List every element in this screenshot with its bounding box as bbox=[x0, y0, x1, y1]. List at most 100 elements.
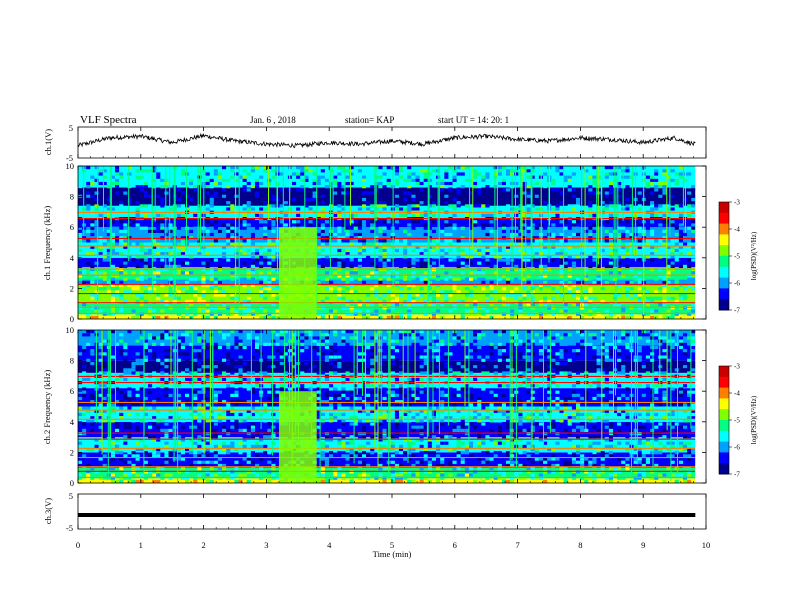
spectrogram-cell bbox=[456, 290, 461, 294]
spectrogram-cell bbox=[172, 470, 177, 474]
spectrogram-cell bbox=[119, 412, 124, 417]
spectrogram-cell bbox=[205, 387, 210, 391]
spectrogram-cell bbox=[469, 245, 474, 249]
spectrogram-cell bbox=[127, 444, 132, 448]
spectrogram-cell bbox=[576, 223, 581, 227]
spectrogram-cell bbox=[176, 303, 181, 307]
spectrogram-cell bbox=[267, 255, 272, 259]
spectrogram-cell bbox=[271, 422, 276, 426]
spectrogram-cell bbox=[645, 312, 650, 316]
spectrogram-cell bbox=[329, 191, 334, 195]
spectrogram-cell bbox=[263, 435, 268, 439]
spectrogram-cell bbox=[510, 293, 515, 297]
spectrogram-cell bbox=[197, 220, 202, 224]
spectrogram-cell bbox=[324, 441, 329, 445]
spectrogram-cell bbox=[234, 342, 239, 346]
spectrogram-cell bbox=[78, 232, 83, 237]
spectrogram-cell bbox=[131, 197, 136, 202]
spectrogram-cell bbox=[341, 419, 346, 423]
spectrogram-line bbox=[78, 254, 696, 256]
spectrogram-cell bbox=[139, 400, 144, 404]
spectrogram-cell bbox=[370, 349, 375, 353]
spectrogram-cell bbox=[691, 277, 696, 281]
spectrogram-cell bbox=[357, 220, 362, 224]
spectrogram-cell bbox=[119, 280, 124, 284]
spectrogram-cell bbox=[571, 261, 576, 265]
spectrogram-cell bbox=[362, 274, 367, 278]
spectrogram-cell bbox=[213, 393, 218, 397]
spectrogram-cell bbox=[423, 248, 428, 253]
spectrogram-cell bbox=[246, 223, 251, 227]
spectrogram-cell bbox=[172, 371, 177, 375]
spectrogram-cell bbox=[226, 258, 231, 262]
spectrogram-cell bbox=[440, 303, 445, 307]
spectrogram-cell bbox=[666, 201, 671, 205]
spectrogram-cell bbox=[320, 355, 325, 359]
spectrogram-cell bbox=[407, 309, 412, 313]
spectrogram-cell bbox=[625, 207, 630, 211]
spectrogram-cell bbox=[394, 315, 399, 319]
spectrogram-cell bbox=[316, 258, 321, 262]
spectrogram-cell bbox=[456, 287, 461, 291]
spectrogram-cell bbox=[110, 277, 115, 281]
spectrogram-cell bbox=[357, 444, 362, 448]
spectrogram-cell bbox=[189, 277, 194, 281]
spectrogram-cell bbox=[362, 226, 367, 230]
spectrogram-cell bbox=[193, 312, 198, 316]
spectrogram-cell bbox=[427, 194, 432, 198]
spectrogram-cell bbox=[576, 303, 581, 307]
spectrogram-cell bbox=[185, 479, 190, 483]
spectrogram-cell bbox=[378, 204, 383, 208]
spectrogram-cell bbox=[143, 358, 148, 362]
spectrogram-cell bbox=[217, 467, 222, 471]
spectrogram-cell bbox=[324, 355, 329, 359]
spectrogram-cell bbox=[110, 342, 115, 346]
spectrogram-cell bbox=[271, 258, 276, 262]
spectrogram-cell bbox=[172, 299, 177, 304]
spectrogram-cell bbox=[320, 473, 325, 477]
spectrogram-cell bbox=[201, 280, 206, 284]
spectrogram-cell bbox=[127, 255, 132, 259]
spectrogram-cell bbox=[411, 223, 416, 227]
spectrogram-cell bbox=[180, 207, 185, 211]
spectrogram-sferic bbox=[597, 166, 599, 265]
spectrogram-cell bbox=[102, 188, 107, 192]
spectrogram-cell bbox=[152, 178, 157, 182]
spectrogram-cell bbox=[411, 261, 416, 265]
spectrogram-cell bbox=[300, 371, 305, 375]
spectrogram-cell bbox=[386, 290, 391, 294]
ch1-ytick-top: 5 bbox=[69, 123, 73, 133]
spectrogram-cell bbox=[353, 384, 358, 388]
spectrogram-cell bbox=[263, 403, 268, 407]
spectrogram-cell bbox=[362, 352, 367, 356]
spectrogram-cell bbox=[691, 239, 696, 243]
spectrogram-cell bbox=[127, 201, 132, 205]
spectrogram-cell bbox=[234, 248, 239, 253]
spectrogram-cell bbox=[329, 435, 334, 439]
spectrogram-cell bbox=[131, 336, 136, 340]
spectrogram-cell bbox=[172, 349, 177, 353]
spectrogram-cell bbox=[543, 223, 548, 227]
spectrogram-cell bbox=[374, 336, 379, 340]
spectrogram-cell bbox=[242, 261, 247, 265]
spectrogram-cell bbox=[320, 400, 325, 404]
spectrogram-cell bbox=[143, 349, 148, 353]
spectrogram-cell bbox=[674, 277, 679, 281]
spectrogram-cell bbox=[662, 283, 667, 288]
spectrogram-cell bbox=[440, 264, 445, 268]
spectrogram-cell bbox=[316, 306, 321, 310]
spectrogram-cell bbox=[370, 204, 375, 208]
spectrogram-cell bbox=[148, 454, 153, 458]
spectrogram-cell bbox=[345, 368, 350, 372]
spectrogram-cell bbox=[246, 470, 251, 474]
spectrogram-cell bbox=[110, 330, 115, 334]
spectrogram-cell bbox=[123, 345, 128, 350]
spectrogram-cell bbox=[514, 226, 519, 230]
spectrogram-cell bbox=[522, 191, 527, 195]
spectrogram-cell bbox=[164, 264, 169, 268]
spectrogram-cell bbox=[168, 435, 173, 439]
spectrogram-cell bbox=[98, 274, 103, 278]
ytick-label: 8 bbox=[70, 192, 74, 202]
spectrogram-cell bbox=[382, 239, 387, 243]
spectrogram-cell bbox=[608, 194, 613, 198]
